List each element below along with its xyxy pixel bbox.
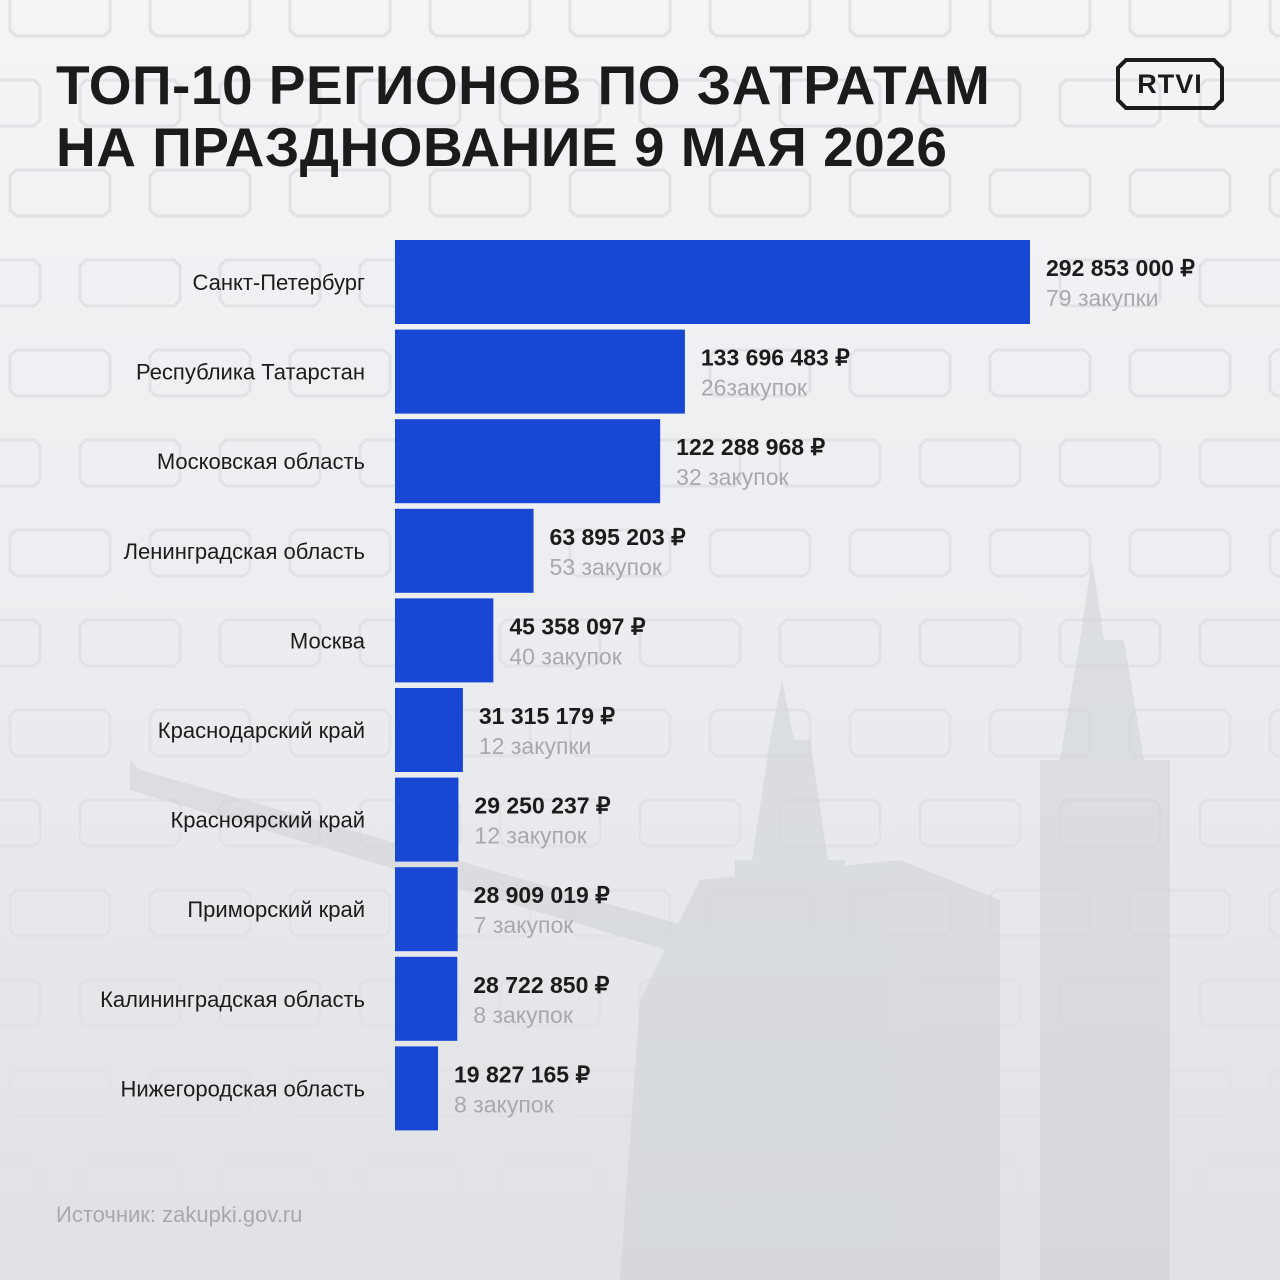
category-label: Москва [290, 628, 366, 653]
title-line-2: НА ПРАЗДНОВАНИЕ 9 МАЯ 2026 [56, 116, 948, 178]
bar [395, 688, 463, 772]
bar [395, 1046, 438, 1131]
category-label: Санкт-Петербург [192, 270, 365, 295]
category-label: Ленинградская область [124, 539, 365, 564]
category-label: Краснодарский край [158, 718, 365, 743]
value-label: 19 827 165 ₽ [454, 1061, 591, 1087]
value-label: 28 909 019 ₽ [474, 882, 611, 908]
value-label: 29 250 237 ₽ [474, 793, 611, 819]
value-label: 31 315 179 ₽ [479, 703, 616, 729]
value-label: 133 696 483 ₽ [701, 345, 850, 371]
source-note: Источник: zakupki.gov.ru [56, 1202, 303, 1227]
bar [395, 777, 459, 862]
value-label: 122 288 968 ₽ [676, 434, 825, 460]
count-label: 8 закупок [473, 1002, 574, 1028]
count-label: 12 закупки [479, 733, 592, 759]
count-label: 32 закупок [676, 464, 789, 490]
logo-text: RTVI [1137, 69, 1203, 99]
bar [395, 508, 534, 593]
title-line-1: ТОП-10 РЕГИОНОВ ПО ЗАТРАТАМ [56, 54, 991, 116]
count-label: 7 закупок [474, 912, 575, 938]
count-label: 79 закупки [1046, 285, 1159, 311]
count-label: 26закупок [701, 375, 808, 401]
category-label: Московская область [157, 449, 365, 474]
category-label: Красноярский край [170, 808, 365, 833]
count-label: 8 закупок [454, 1091, 555, 1117]
category-label: Калининградская область [100, 987, 365, 1012]
bar [395, 419, 661, 504]
category-label: Приморский край [187, 897, 365, 922]
value-label: 292 853 000 ₽ [1046, 255, 1195, 281]
bar [395, 867, 458, 952]
category-label: Республика Татарстан [136, 360, 365, 385]
bar [395, 329, 685, 414]
bar [395, 240, 1030, 324]
value-label: 45 358 097 ₽ [509, 613, 646, 639]
category-label: Нижегородская область [120, 1076, 365, 1101]
bar [395, 956, 458, 1041]
value-label: 63 895 203 ₽ [550, 524, 687, 550]
value-label: 28 722 850 ₽ [473, 972, 610, 998]
count-label: 53 закупок [550, 554, 663, 580]
count-label: 12 закупок [474, 823, 587, 849]
rtvi-logo: RTVI [1116, 58, 1224, 110]
page-title: ТОП-10 РЕГИОНОВ ПО ЗАТРАТАМ НА ПРАЗДНОВА… [56, 54, 1056, 178]
bar [395, 598, 494, 683]
logo-frame-icon [1116, 58, 1224, 110]
count-label: 40 закупок [509, 643, 622, 669]
